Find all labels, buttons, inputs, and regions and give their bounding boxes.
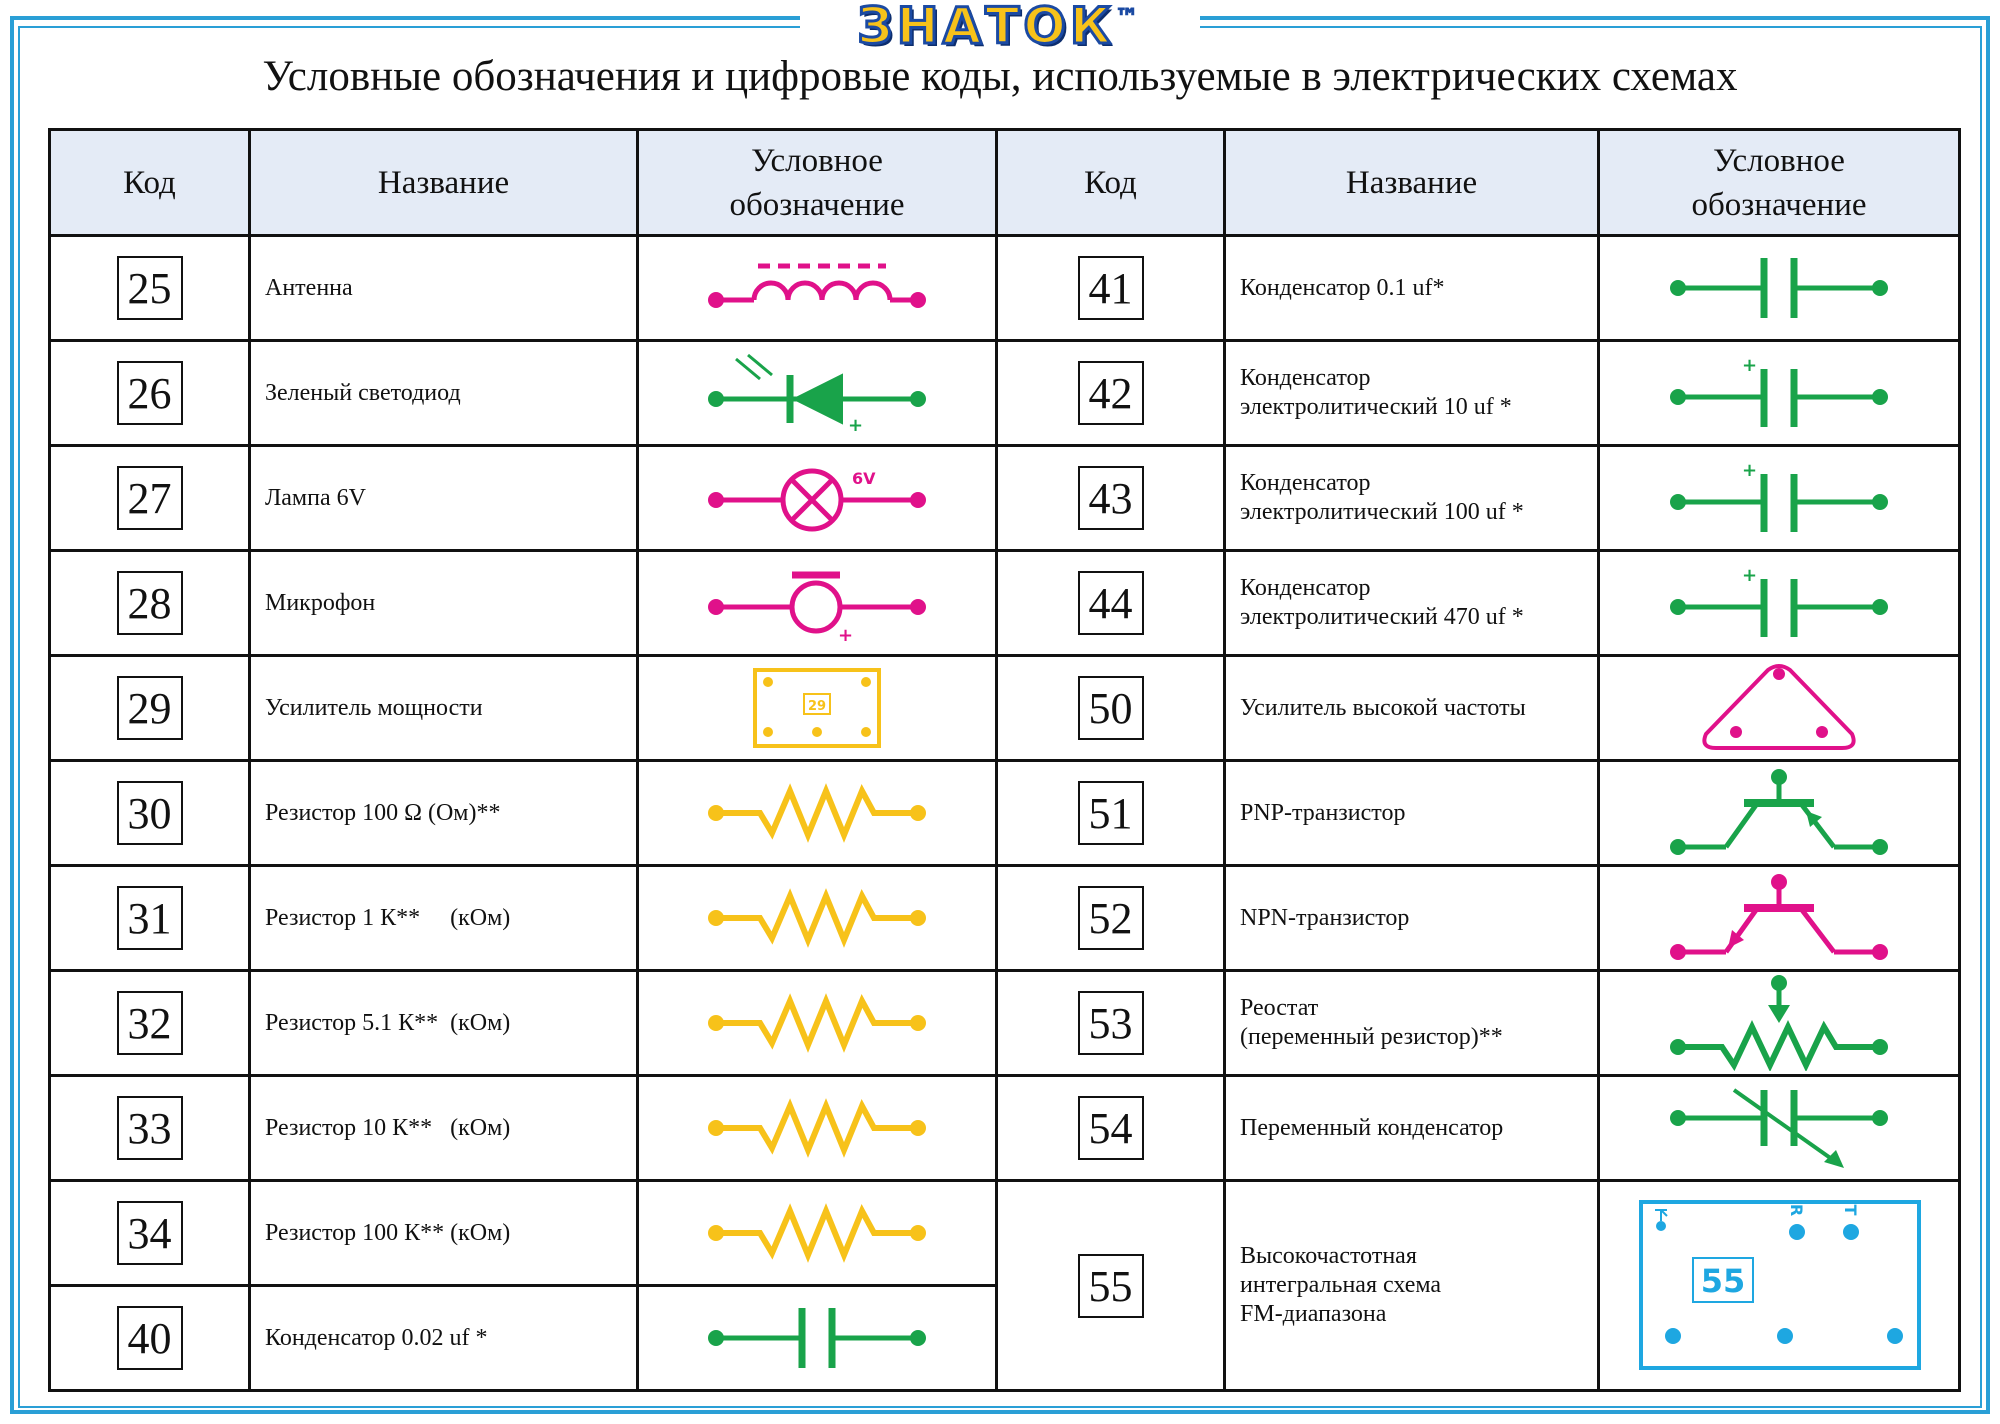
code-badge: 31 <box>116 886 183 950</box>
component-name: NPN-транзистор <box>1223 864 1600 972</box>
component-name: Лампа 6V <box>248 444 639 552</box>
resistor-icon <box>708 1098 926 1158</box>
component-name: Конденсатор электролитический 10 uf * <box>1223 339 1600 447</box>
code-badge: 25 <box>116 256 183 320</box>
component-name: Переменный конденсатор <box>1223 1074 1600 1182</box>
component-name: Резистор 5.1 К** (кОм) <box>248 969 639 1077</box>
header-code-left: Код <box>48 128 251 237</box>
component-name: Антенна <box>248 234 639 342</box>
resistor-icon <box>708 993 926 1053</box>
table-row: 34 Резистор 100 К** (кОм) 55 Высокочасто… <box>48 1179 1961 1392</box>
page-title: Условные обозначения и цифровые коды, ис… <box>262 53 1738 100</box>
npn-transistor-icon <box>1670 874 1888 960</box>
component-name: Зеленый светодиод <box>248 339 639 447</box>
code-badge: 51 <box>1077 781 1144 845</box>
electrolytic-capacitor-icon: + <box>1670 565 1888 637</box>
symbols-table: Код Название Условное обозначение Код Наз… <box>48 128 1961 1392</box>
component-name: PNP-транзистор <box>1223 759 1600 867</box>
brand-logo: ЗНАТОК™ <box>800 0 1200 57</box>
header-symbol-right: Условное обозначение <box>1597 128 1961 237</box>
header-name-left: Название <box>248 128 639 237</box>
component-name: Усилитель высокой частоты <box>1223 654 1600 762</box>
plus-label: + <box>1742 460 1757 481</box>
header-row: Код Название Условное обозначение Код Наз… <box>48 128 1961 237</box>
resistor-icon <box>708 1203 926 1263</box>
code-badge: 42 <box>1077 361 1144 425</box>
component-name: Резистор 100 К** (кОм) <box>248 1179 639 1287</box>
electrolytic-capacitor-icon: + <box>1670 355 1888 427</box>
code-badge: 27 <box>116 466 183 530</box>
component-name: Конденсатор электролитический 470 uf * <box>1223 549 1600 657</box>
plus-label: + <box>848 415 863 433</box>
capacitor-icon <box>1670 258 1888 318</box>
table-row: 26 Зеленый светодиод + 42 Конденсатор эле… <box>48 339 1961 447</box>
table-row: 25 Антенна 41 Конденсатор 0.1 uf* <box>48 234 1961 342</box>
power-amplifier-icon: 29 <box>753 668 881 748</box>
component-name: Конденсатор 0.1 uf* <box>1223 234 1600 342</box>
pin-r-label: R <box>1787 1203 1806 1215</box>
amplifier-label: 29 <box>808 699 826 714</box>
lamp-icon: 6V <box>708 468 926 532</box>
table-row: 29 Усилитель мощности 29 50 Усилитель вы… <box>48 654 1961 762</box>
code-badge: 54 <box>1077 1096 1144 1160</box>
table-row: 40 Конденсатор 0.02 uf * <box>48 1284 1960 1392</box>
code-badge: 40 <box>116 1306 183 1370</box>
plus-label: + <box>1742 565 1757 586</box>
rheostat-icon <box>1670 975 1888 1071</box>
capacitor-icon <box>708 1308 926 1368</box>
component-name: Высокочастотная интегральная схема FM-диап… <box>1223 1179 1600 1392</box>
table-row: 33 Резистор 10 К** (кОм) 54 Переменный к… <box>48 1074 1961 1182</box>
code-badge: 26 <box>116 361 183 425</box>
table-row: 30 Резистор 100 Ω (Ом)** 51 PNP-транзист… <box>48 759 1961 867</box>
component-name: Резистор 10 К** (кОм) <box>248 1074 639 1182</box>
led-icon: + <box>708 353 926 433</box>
table-row: 32 Резистор 5.1 К** (кОм) 53 Реостат (пер… <box>48 969 1961 1077</box>
plus-label: + <box>838 625 853 643</box>
component-name: Резистор 1 К** (кОм) <box>248 864 639 972</box>
component-name: Конденсатор 0.02 uf * <box>248 1284 639 1392</box>
brand-name: ЗНАТОК <box>856 0 1115 57</box>
header-code-right: Код <box>995 128 1226 237</box>
electrolytic-capacitor-icon: + <box>1670 460 1888 532</box>
code-badge: 55 <box>1077 1253 1144 1318</box>
pin-t-label: T <box>1841 1204 1860 1215</box>
code-badge: 43 <box>1077 466 1144 530</box>
code-badge: 52 <box>1077 886 1144 950</box>
code-badge: 44 <box>1077 571 1144 635</box>
variable-capacitor-icon <box>1670 1088 1888 1168</box>
hf-amplifier-icon <box>1702 664 1856 750</box>
resistor-icon <box>708 888 926 948</box>
code-badge: 34 <box>116 1201 183 1265</box>
code-badge: 53 <box>1077 991 1144 1055</box>
code-badge: 41 <box>1077 256 1144 320</box>
lamp-voltage-label: 6V <box>852 469 876 488</box>
table-row: 31 Резистор 1 К** (кОм) 52 NPN-транзисто… <box>48 864 1961 972</box>
antenna-icon <box>708 263 926 308</box>
code-badge: 28 <box>116 571 183 635</box>
plus-label: + <box>1742 355 1757 376</box>
fm-ic-icon: R T 55 <box>1639 1199 1921 1370</box>
component-name: Конденсатор электролитический 100 uf * <box>1223 444 1600 552</box>
brand-tm: ™ <box>1114 3 1143 32</box>
code-badge: 30 <box>116 781 183 845</box>
table-row: 28 Микрофон + 44 Конденсатор электролитич… <box>48 549 1961 657</box>
resistor-icon <box>708 783 926 843</box>
code-badge: 29 <box>116 676 183 740</box>
pnp-transistor-icon <box>1670 769 1888 855</box>
ic-label: 55 <box>1701 1262 1746 1300</box>
header-name-right: Название <box>1223 128 1600 237</box>
table-row: 27 Лампа 6V 6V 43 Конденсатор электролити… <box>48 444 1961 552</box>
code-badge: 50 <box>1077 676 1144 740</box>
component-name: Усилитель мощности <box>248 654 639 762</box>
header-symbol-left: Условное обозначение <box>636 128 998 237</box>
component-name: Микрофон <box>248 549 639 657</box>
microphone-icon: + <box>708 571 926 643</box>
component-name: Реостат (переменный резистор)** <box>1223 969 1600 1077</box>
component-name: Резистор 100 Ω (Ом)** <box>248 759 639 867</box>
code-badge: 32 <box>116 991 183 1055</box>
code-badge: 33 <box>116 1096 183 1160</box>
